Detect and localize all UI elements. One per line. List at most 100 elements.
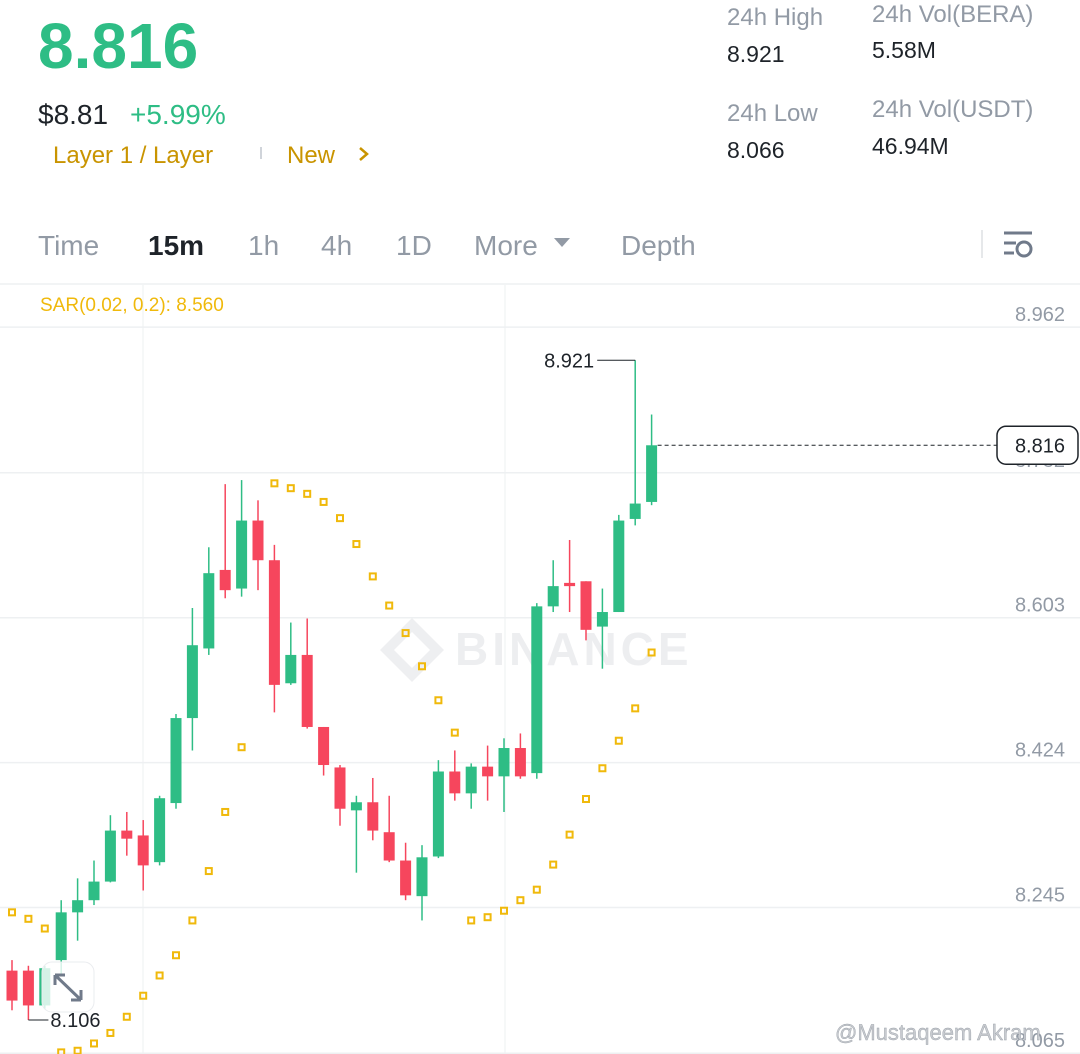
last-price-label: 8.816 (1015, 435, 1065, 457)
candle-body (170, 718, 182, 804)
sar-dot (352, 540, 361, 549)
sar-dot (106, 1028, 115, 1037)
stat-label: 24h High (727, 4, 823, 31)
sar-dot (549, 860, 558, 869)
settings-icon[interactable] (1004, 231, 1033, 258)
candle-body (72, 900, 84, 913)
sar-dot (582, 795, 590, 804)
candle-body (514, 748, 526, 777)
tag[interactable]: Layer 1 / Layer (53, 142, 213, 169)
sar-dot (319, 497, 328, 506)
sar-dot (40, 924, 49, 933)
low-label: 8.106 (50, 1010, 100, 1032)
sar-dot (467, 916, 476, 925)
sar-dot (434, 696, 443, 705)
sar-dot (598, 764, 607, 773)
fiat-price: $8.81 (38, 99, 108, 130)
tab[interactable]: More (474, 230, 538, 261)
dropdown-arrow (554, 238, 570, 247)
candle-body (498, 748, 510, 777)
candle-body (383, 832, 395, 861)
sar-dot (565, 830, 574, 839)
stat-value: 8.921 (727, 41, 785, 67)
sar-dot (188, 916, 197, 925)
sar-dot (532, 885, 541, 894)
sar-dot (204, 867, 213, 876)
price-change: +5.99% (130, 99, 226, 130)
sar-dot (336, 514, 344, 523)
candle-body (6, 970, 18, 1001)
tab[interactable]: 1D (396, 230, 432, 261)
candle-body (547, 586, 559, 607)
chevron (359, 147, 369, 161)
credit: @Mustaqeem Akram (835, 1020, 1041, 1045)
sar-dot (8, 908, 16, 917)
candle-body (367, 802, 379, 831)
sar-dot (647, 648, 656, 657)
sar-dot (450, 728, 459, 737)
stat-value: 8.066 (727, 137, 785, 163)
high-label: 8.921 (544, 350, 594, 372)
candle-body (596, 612, 608, 627)
expand-icon (53, 973, 83, 1002)
stat-value: 46.94M (872, 133, 949, 159)
stat-label: 24h Vol(USDT) (872, 96, 1033, 123)
y-tick-label: 8.962 (1015, 304, 1065, 326)
sar-dot (221, 807, 230, 816)
candle-body (318, 726, 330, 766)
candle-body (121, 830, 133, 839)
candle-body (55, 912, 67, 961)
y-tick-label: 8.424 (1015, 740, 1065, 762)
indicator-label: SAR(0.02, 0.2): 8.560 (40, 295, 224, 316)
sar-dot (303, 489, 312, 498)
sar-dot (122, 1012, 131, 1021)
candle-body (580, 581, 592, 630)
candle-body (88, 881, 100, 901)
sar-dot (418, 662, 426, 671)
candle-body (416, 857, 428, 897)
candle-body (432, 771, 444, 857)
candle-body (301, 654, 313, 727)
candle-body (334, 767, 346, 809)
candle-body (186, 645, 198, 719)
tab[interactable]: Depth (621, 230, 696, 261)
sar-dot (631, 704, 640, 713)
watermark: BINANCE (455, 623, 693, 675)
tab[interactable]: 1h (248, 230, 279, 261)
candle-body (252, 520, 264, 561)
stat-label: 24h Low (727, 100, 818, 127)
watermark-logo (380, 618, 444, 682)
candle-body (219, 569, 231, 591)
candle-body (22, 970, 34, 1006)
candle-body (531, 606, 543, 774)
candle-body (564, 582, 576, 587)
sar-dot (368, 572, 377, 581)
tab[interactable]: 4h (321, 230, 352, 261)
sar-dot (500, 906, 508, 915)
tab[interactable]: Time (38, 230, 99, 261)
y-tick-label: 8.065 (1015, 1030, 1065, 1052)
sar-dot (614, 736, 623, 745)
sar-dot (90, 1039, 98, 1048)
sar-dot (385, 601, 394, 610)
badge[interactable]: New (287, 142, 336, 169)
last-price: 8.816 (38, 10, 198, 82)
candle-body (104, 830, 116, 882)
plot: 8.9628.7828.6038.4248.2458.0658.9218.106… (0, 304, 1080, 1054)
sar-dot (139, 991, 148, 1000)
sar-dot (483, 913, 492, 922)
stat-value: 5.58M (872, 37, 936, 63)
candle-body (203, 573, 215, 649)
candle-body (268, 560, 280, 685)
candle-body (285, 654, 297, 684)
candle-body (465, 766, 477, 794)
candle-body (137, 835, 149, 866)
y-tick-label: 8.603 (1015, 595, 1065, 617)
last-price-box (996, 425, 1079, 466)
sar-dot (401, 629, 410, 638)
sar-dot (516, 896, 525, 905)
sar-dot (57, 1048, 66, 1054)
tab-active[interactable]: 15m (148, 230, 204, 261)
candle-body (613, 520, 625, 613)
